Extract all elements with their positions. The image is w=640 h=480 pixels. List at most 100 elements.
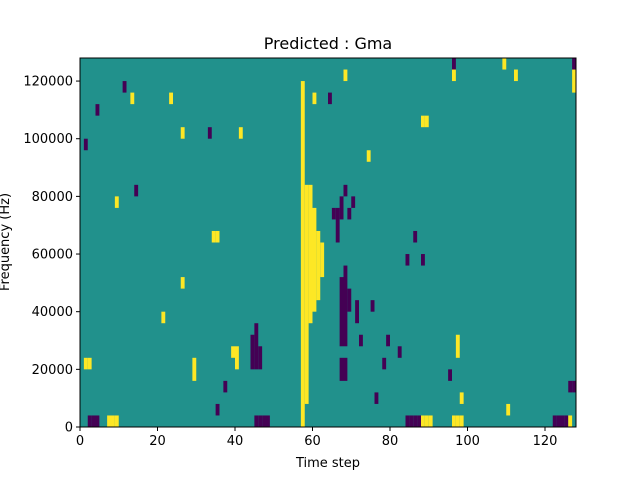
heatmap-cell — [83, 138, 88, 151]
y-tick-label: 0 — [65, 421, 73, 436]
heatmap-cell — [258, 346, 263, 370]
heatmap-cell — [331, 207, 336, 220]
heatmap-cell — [328, 92, 332, 105]
heatmap-cell — [409, 415, 414, 427]
heatmap-cell — [417, 415, 421, 427]
heatmap-cell — [262, 415, 266, 427]
x-tick-label: 120 — [533, 434, 558, 449]
x-tick-label: 0 — [76, 434, 84, 449]
heatmap-cell — [169, 92, 173, 105]
heatmap-cell — [355, 300, 359, 324]
heatmap-cell — [91, 415, 96, 427]
x-tick-label: 60 — [304, 434, 321, 449]
heatmap-cell — [564, 415, 569, 427]
heatmap-cell — [343, 265, 348, 347]
heatmap-cell — [572, 69, 576, 93]
heatmap-cell — [215, 403, 220, 416]
heatmap-cell — [455, 334, 460, 358]
heatmap-cell — [405, 254, 410, 266]
heatmap-cell — [452, 69, 456, 82]
heatmap-cell — [87, 357, 92, 370]
heatmap-cell — [312, 92, 317, 105]
heatmap-cell — [122, 81, 127, 93]
x-tick-label: 20 — [149, 434, 166, 449]
heatmap-cell — [421, 254, 425, 266]
heatmap-cell — [83, 357, 88, 370]
heatmap-cell — [95, 104, 100, 116]
heatmap-cell — [339, 196, 344, 220]
y-axis: 0 20000 40000 60000 80000 100000 120000 — [23, 75, 80, 436]
heatmap-cell — [351, 196, 356, 208]
x-axis-label: Time step — [295, 456, 360, 471]
y-tick-label: 100000 — [23, 132, 73, 147]
chart-title: Predicted : Gma — [264, 34, 392, 53]
heatmap-cell — [231, 346, 235, 358]
heatmap-cell — [397, 346, 402, 358]
heatmap-cell — [107, 415, 111, 427]
heatmap-cell — [506, 403, 511, 416]
heatmap-cell — [258, 415, 263, 427]
heatmap-cell — [339, 277, 344, 347]
x-tick-label: 40 — [227, 434, 244, 449]
heatmap-cell — [413, 230, 418, 243]
heatmap-cell — [572, 58, 576, 70]
heatmap-cell — [386, 334, 390, 347]
heatmap-cell — [312, 207, 317, 312]
heatmap-cell — [459, 392, 464, 404]
heatmap-cell — [459, 415, 464, 427]
heatmap-cell — [335, 207, 340, 243]
heatmap-cell — [452, 415, 456, 427]
y-tick-label: 80000 — [32, 190, 73, 205]
heatmap-cell — [452, 58, 456, 70]
x-tick-label: 100 — [455, 434, 480, 449]
heatmap-cell — [180, 277, 185, 289]
y-tick-label: 20000 — [32, 363, 73, 378]
heatmap-cell — [347, 207, 352, 220]
heatmap-background — [80, 58, 576, 427]
heatmap-cell — [421, 115, 425, 128]
heatmap-cell — [428, 415, 433, 427]
heatmap-cell — [180, 127, 185, 139]
heatmap-cell — [448, 369, 452, 381]
heatmap-cell — [95, 415, 100, 427]
heatmap-cell — [211, 230, 216, 243]
heatmap-cell — [560, 415, 565, 427]
heatmap-cell — [192, 357, 197, 381]
heatmap-cell — [223, 380, 228, 393]
plot-frame — [79, 57, 577, 428]
heatmap-cell — [130, 92, 135, 105]
heatmap-cell — [235, 346, 239, 370]
heatmap-cell — [215, 230, 220, 243]
heatmap-cell — [339, 357, 344, 381]
heatmap-cell — [114, 196, 119, 208]
heatmap-cell — [207, 127, 212, 139]
heatmap-cell — [134, 184, 139, 197]
heatmap-cell — [502, 58, 507, 70]
heatmap-cell — [254, 323, 259, 370]
plot-area — [79, 57, 577, 428]
heatmap-cell — [424, 415, 429, 427]
heatmap-cell — [308, 184, 313, 324]
heatmap-cell — [304, 184, 309, 404]
heatmap-cell — [424, 115, 429, 128]
heatmap-cell — [316, 230, 321, 301]
heatmap-cell — [366, 150, 371, 162]
y-tick-label: 120000 — [23, 75, 73, 90]
heatmap-cell — [87, 415, 92, 427]
heatmap-cell — [114, 415, 119, 427]
heatmap-cell — [161, 311, 166, 324]
heatmap-cell — [514, 69, 518, 82]
heatmap-cell — [347, 288, 352, 312]
heatmap-cell — [413, 415, 418, 427]
y-tick-label: 60000 — [32, 248, 73, 263]
heatmap-cell — [300, 81, 305, 427]
heatmap-cell — [374, 392, 379, 404]
heatmap-cell — [320, 242, 325, 278]
heatmap-cell — [343, 69, 348, 82]
heatmap-cell — [343, 184, 348, 197]
heatmap-cell — [382, 357, 387, 370]
heatmap-cell — [572, 380, 576, 393]
x-tick-label: 80 — [382, 434, 399, 449]
heatmap-cell — [238, 127, 243, 139]
